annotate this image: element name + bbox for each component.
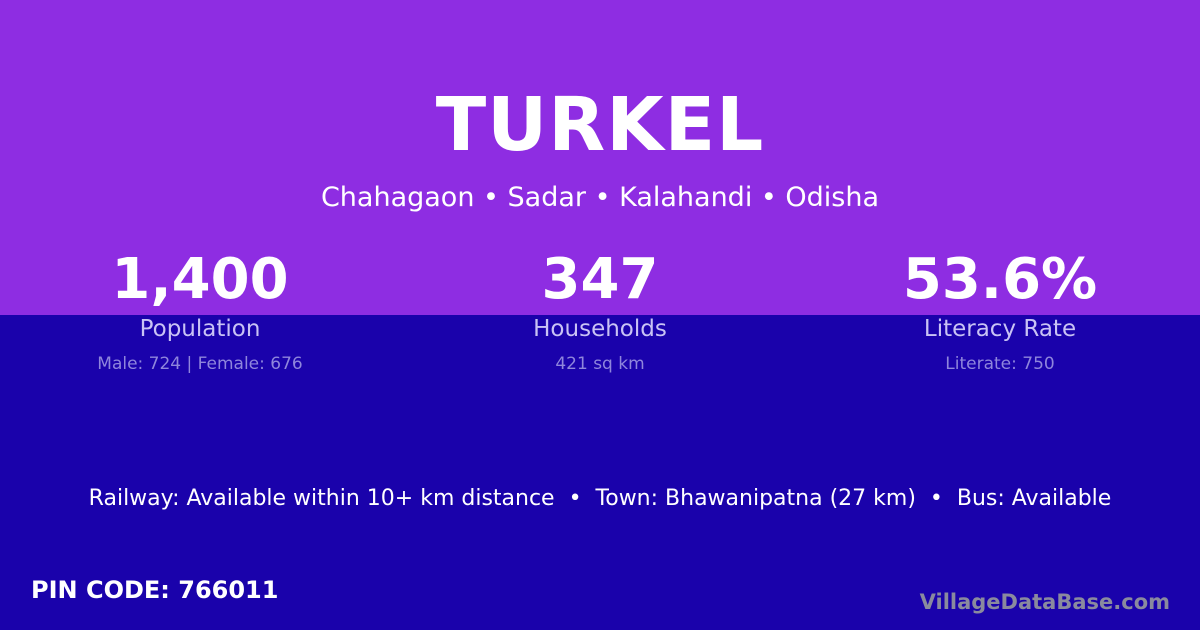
stat-households: 347 Households 421 sq km xyxy=(400,247,800,375)
stat-value: 53.6% xyxy=(902,247,1098,312)
stat-population: 1,400 Population Male: 724 | Female: 676 xyxy=(0,247,400,375)
stat-value: 347 xyxy=(541,247,659,312)
village-title: TURKEL xyxy=(435,82,765,168)
stat-value: 1,400 xyxy=(111,247,289,312)
header-band xyxy=(0,0,1200,315)
stat-label: Literacy Rate xyxy=(923,316,1077,342)
location-breadcrumb: Chahagaon • Sadar • Kalahandi • Odisha xyxy=(320,182,880,213)
stat-literacy: 53.6% Literacy Rate Literate: 750 xyxy=(800,247,1200,375)
stat-detail: Male: 724 | Female: 676 xyxy=(97,354,303,374)
stat-detail: 421 sq km xyxy=(555,354,645,374)
brand-logo: VillageDataBase.com xyxy=(919,590,1170,614)
connectivity-info: Railway: Available within 10+ km distanc… xyxy=(88,486,1112,511)
stat-label: Households xyxy=(533,316,667,342)
stat-label: Population xyxy=(139,316,261,342)
pin-code: PIN CODE: 766011 xyxy=(31,576,279,604)
stat-detail: Literate: 750 xyxy=(945,354,1055,374)
